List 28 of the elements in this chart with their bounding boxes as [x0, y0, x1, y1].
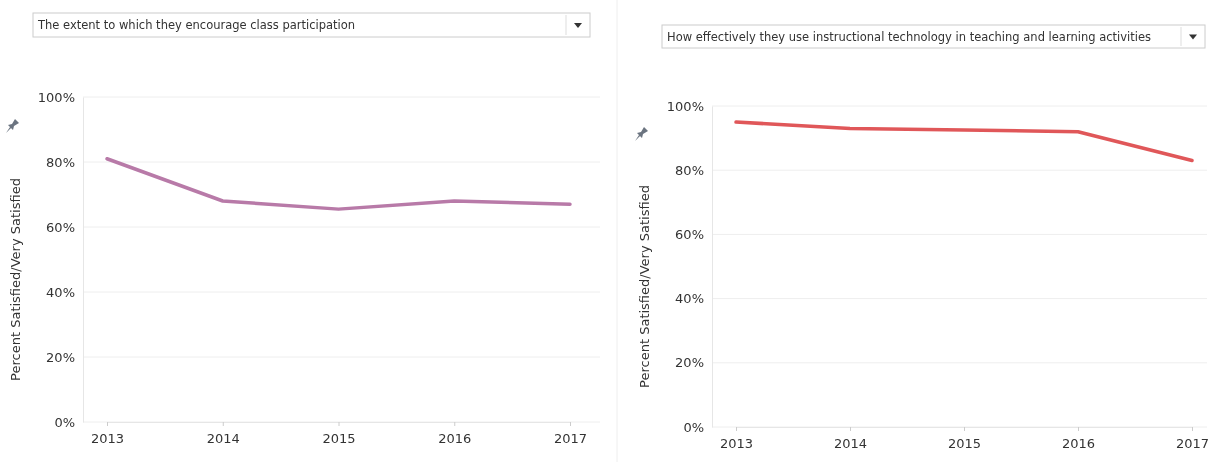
y-tick-label: 0%	[54, 414, 75, 430]
y-axis-title: Percent Satisfied/Very Satisfied	[7, 178, 23, 381]
x-tick-label: 2014	[833, 436, 868, 452]
x-tick-label: 2015	[947, 436, 982, 452]
line-series	[105, 157, 572, 211]
x-tick-label: 2017	[553, 431, 588, 447]
y-tick-label: 60%	[675, 227, 704, 243]
x-tick-label: 2013	[719, 436, 754, 452]
y-tick-label: 20%	[46, 349, 75, 365]
y-tick-label: 80%	[46, 154, 75, 170]
x-tick-label: 2013	[90, 431, 125, 447]
y-axis-title: Percent Satisfied/Very Satisfied	[636, 185, 652, 388]
y-tick-label: 0%	[683, 419, 704, 435]
chart-title: The extent to which they encourage class participation	[37, 18, 356, 32]
y-tick-label: 80%	[675, 162, 704, 178]
x-tick-label: 2017	[1175, 436, 1210, 452]
y-tick-label: 60%	[46, 219, 75, 235]
y-tick-label: 40%	[46, 284, 75, 300]
x-tick-label: 2016	[438, 431, 472, 447]
y-tick-label: 100%	[666, 98, 704, 114]
x-tick-label: 2015	[322, 431, 356, 447]
x-tick-label: 2016	[1061, 436, 1096, 452]
chart-title: How effectively they use instructional technology in teaching and learning activities	[667, 29, 1152, 44]
line-series	[734, 120, 1194, 163]
y-tick-label: 100%	[37, 89, 75, 105]
x-tick-label: 2014	[206, 431, 240, 447]
y-tick-label: 20%	[675, 355, 704, 371]
y-tick-label: 40%	[675, 291, 704, 307]
